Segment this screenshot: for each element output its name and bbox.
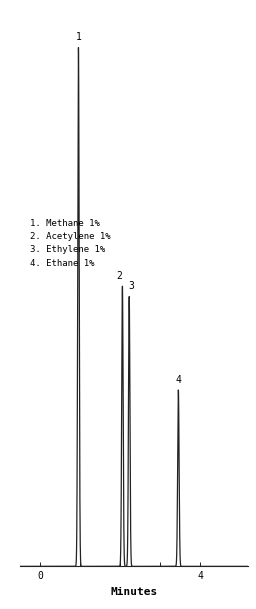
Text: 2: 2 xyxy=(117,271,123,281)
X-axis label: Minutes: Minutes xyxy=(111,587,158,597)
Text: 1. Methane 1%
2. Acetylene 1%
3. Ethylene 1%
4. Ethane 1%: 1. Methane 1% 2. Acetylene 1% 3. Ethylen… xyxy=(30,219,110,267)
Text: 1: 1 xyxy=(76,32,81,43)
Text: 3: 3 xyxy=(128,281,134,292)
Text: 4: 4 xyxy=(175,375,181,385)
